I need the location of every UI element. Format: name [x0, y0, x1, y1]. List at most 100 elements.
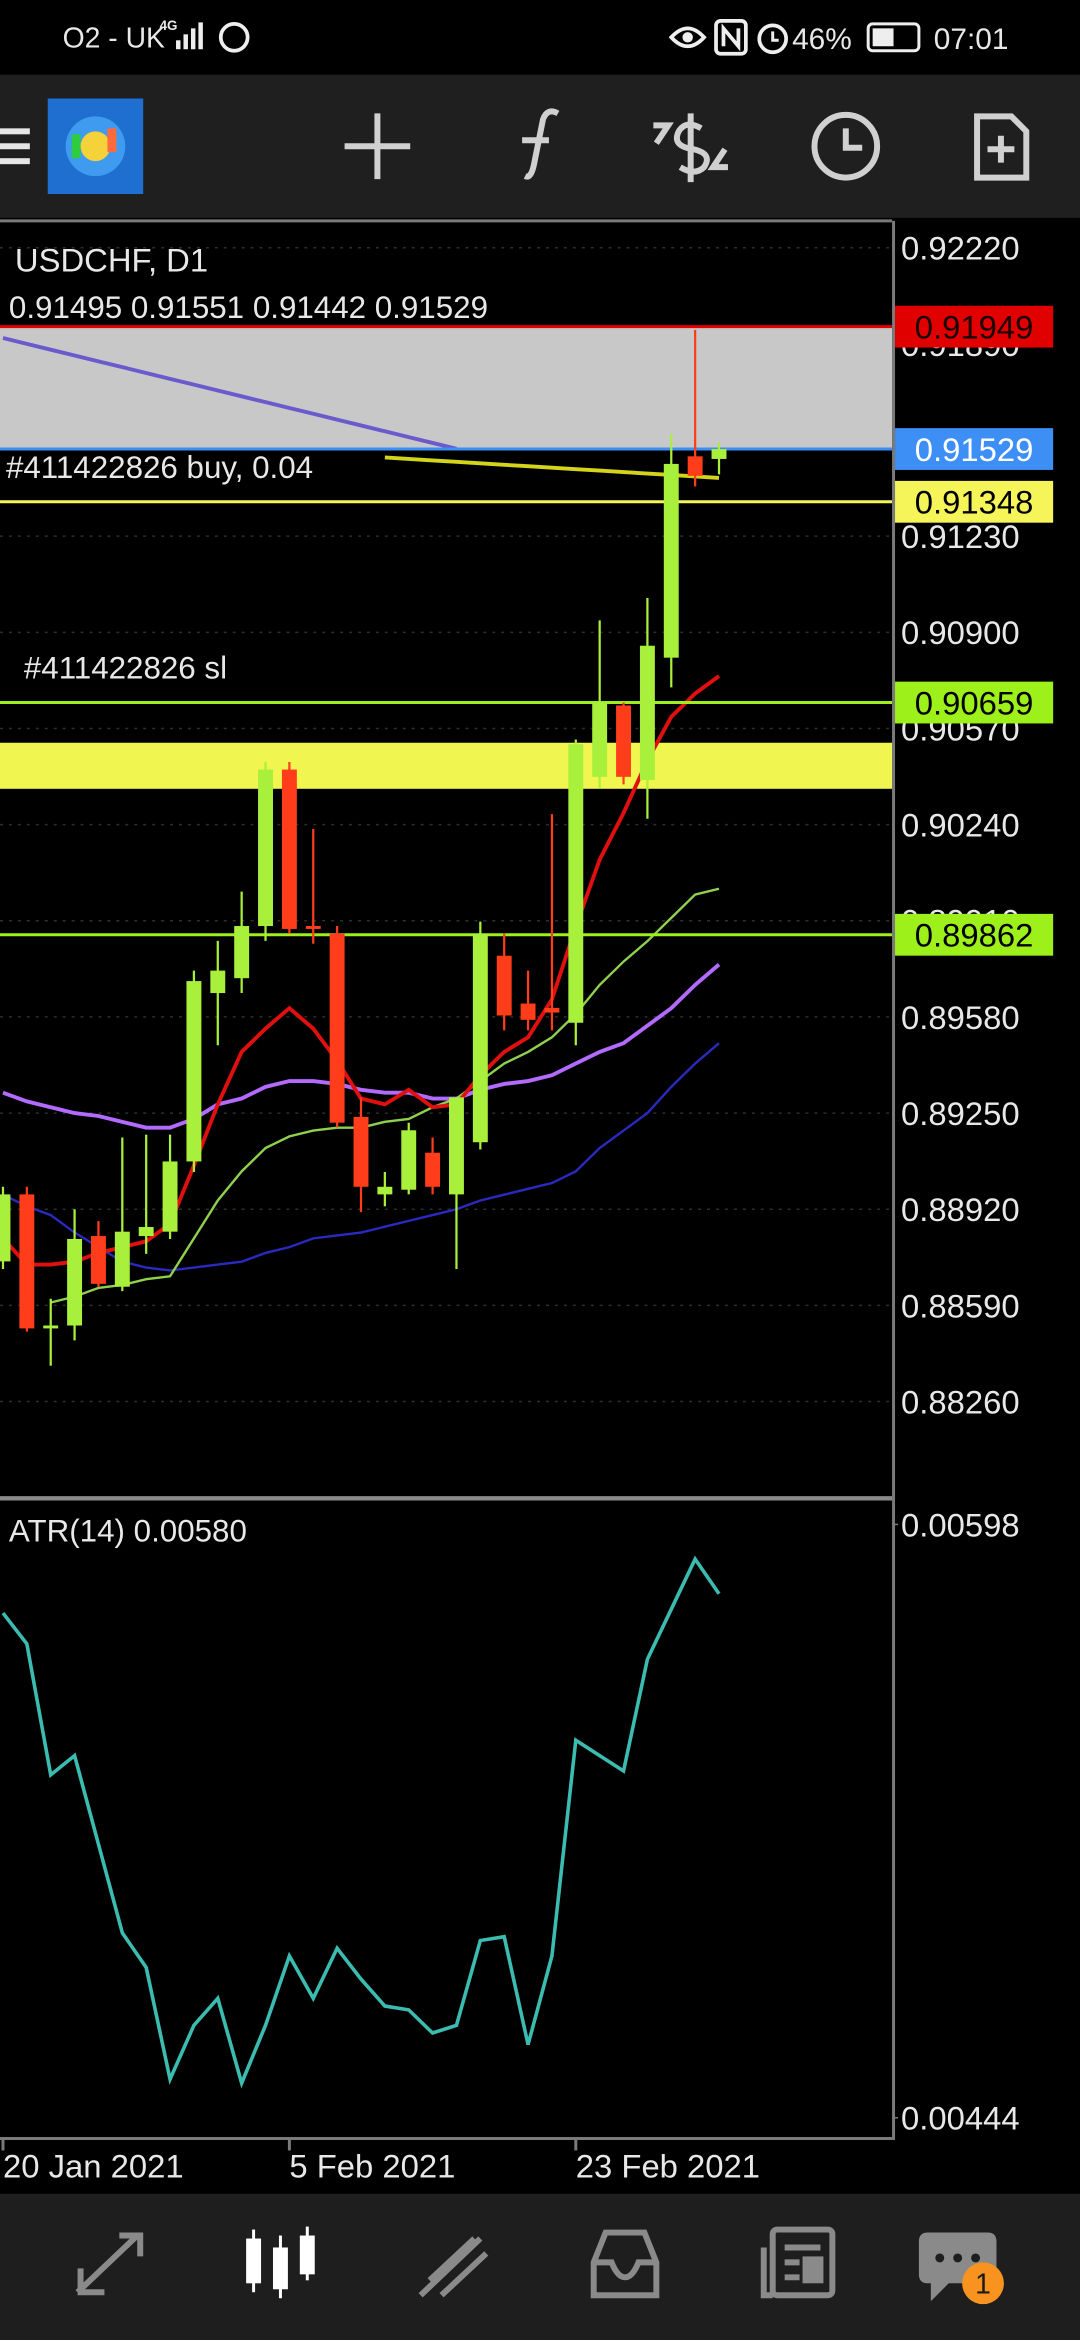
- ohlc-high: 0.91551: [131, 290, 244, 325]
- alarm-icon: [757, 23, 788, 55]
- news-tab[interactable]: [760, 2226, 836, 2299]
- x-tick-label: 23 Feb 2021: [576, 2147, 760, 2184]
- y-tick-label: 0.89580: [901, 999, 1020, 1036]
- candle-body: [210, 970, 226, 994]
- level-label: #411422826 buy, 0.04: [6, 450, 313, 485]
- candle-body: [67, 1238, 83, 1326]
- candle-body: [449, 1097, 464, 1195]
- atr-line: [1, 1555, 721, 2089]
- main-plot: #411422826 buy, 0.04 #411422826 sl: [0, 246, 893, 1403]
- chart-title: USDCHF, D1: [15, 242, 208, 279]
- y-tick-label: 0.88920: [901, 1191, 1020, 1228]
- moving-average: [384, 455, 720, 480]
- candle-body: [377, 1186, 393, 1195]
- candle-body: [281, 769, 297, 929]
- chat-tab[interactable]: 1: [918, 2232, 1004, 2305]
- level-price-label: 0.89862: [915, 917, 1034, 954]
- zone: [0, 742, 893, 789]
- level-price-box: [895, 305, 1054, 348]
- main-price-axis: 0.922200.918900.915600.912300.909000.905…: [895, 230, 1054, 1420]
- y-tick-label: 0.00598: [901, 1506, 1020, 1543]
- zone: [0, 326, 893, 450]
- candle-body: [639, 645, 655, 781]
- candle-body: [663, 463, 679, 658]
- chart-tab[interactable]: [246, 2226, 315, 2299]
- candle-body: [353, 1116, 369, 1187]
- candle-body: [329, 933, 345, 1123]
- app-logo[interactable]: [47, 98, 144, 195]
- candle-body: [568, 744, 584, 1023]
- candle-body: [19, 1194, 35, 1329]
- trade-tab[interactable]: [418, 2236, 489, 2298]
- candle-body: [401, 1130, 417, 1190]
- ohlc-close: 0.91529: [375, 290, 488, 325]
- candle-body: [544, 1007, 560, 1013]
- candle-body: [234, 926, 250, 979]
- clock: 07:01: [934, 23, 1009, 56]
- new-order-button[interactable]: [974, 113, 1030, 181]
- candle-body: [43, 1325, 59, 1329]
- level-price-box: [895, 681, 1054, 724]
- moving-average: [2, 336, 457, 451]
- y-tick-label: 0.91230: [901, 518, 1020, 555]
- time-axis: 20 Jan 2021 5 Feb 2021 23 Feb 2021: [1, 2138, 760, 2184]
- app-icon: [218, 22, 250, 53]
- trade-button[interactable]: [653, 113, 728, 183]
- indicators-button[interactable]: [522, 108, 560, 180]
- moving-average: [2, 963, 721, 1130]
- chat-badge: [962, 2262, 1004, 2305]
- level-price-box: [895, 913, 1054, 956]
- chat-badge-count: 1: [975, 2269, 991, 2301]
- carrier: O2 - UK: [63, 23, 165, 55]
- alarm-hands: [771, 31, 779, 42]
- candle-body: [138, 1227, 154, 1237]
- level-price-label: 0.91529: [915, 431, 1034, 468]
- candle-body: [592, 702, 608, 777]
- candle-body: [162, 1161, 178, 1232]
- candle-body: [616, 705, 631, 777]
- candle-body: [186, 981, 202, 1162]
- candle-body: [472, 933, 488, 1143]
- candle-body: [305, 926, 321, 929]
- menu-button[interactable]: [0, 128, 30, 165]
- candle-body: [687, 456, 703, 476]
- ohlc-header: 0.91495 0.91551 0.91442 0.91529: [9, 290, 488, 325]
- candle-body: [258, 769, 273, 927]
- x-tick-label: 20 Jan 2021: [3, 2147, 184, 2184]
- atr-title: ATR(14): [9, 1514, 125, 1549]
- y-tick-label: 0.88260: [901, 1383, 1020, 1420]
- crosshair-button[interactable]: [344, 113, 411, 180]
- candle-body: [0, 1194, 11, 1262]
- eye-pupil: [682, 32, 693, 43]
- ohlc-open: 0.91495: [9, 290, 122, 325]
- quotes-tab[interactable]: [75, 2232, 144, 2296]
- timeframe-button[interactable]: [811, 111, 881, 181]
- level-price-label: 0.91949: [915, 309, 1034, 346]
- signal-icon: [176, 22, 203, 50]
- candle-body: [520, 1003, 536, 1020]
- bottom-nav: [0, 2193, 1080, 2340]
- x-tick-label: 5 Feb 2021: [289, 2147, 455, 2184]
- history-tab[interactable]: [590, 2229, 660, 2299]
- level-price-label: 0.91348: [915, 484, 1034, 521]
- atr-price-axis: 0.00598 0.00444: [892, 1506, 1020, 2137]
- network-type: 4G: [160, 18, 178, 33]
- candle-body: [90, 1236, 106, 1284]
- level-price-box: [895, 480, 1054, 523]
- atr-last-value: 0.00580: [134, 1514, 247, 1549]
- atr-plot: [1, 1555, 721, 2089]
- battery-icon: [866, 22, 921, 53]
- level-price-box: [895, 428, 1054, 470]
- candle-body: [711, 449, 727, 459]
- y-tick-label: 0.89250: [901, 1095, 1020, 1132]
- candle-body: [425, 1152, 441, 1187]
- ohlc-low: 0.91442: [253, 290, 366, 325]
- candle-body: [496, 955, 512, 1016]
- atr-header: ATR(14) 0.00580: [9, 1514, 247, 1549]
- eye-icon: [668, 26, 707, 49]
- y-tick-label: 0.90240: [901, 807, 1020, 844]
- level-price-label: 0.90659: [915, 684, 1034, 721]
- status-bar: O2 - UK 4G 46% 07:01: [63, 18, 1009, 56]
